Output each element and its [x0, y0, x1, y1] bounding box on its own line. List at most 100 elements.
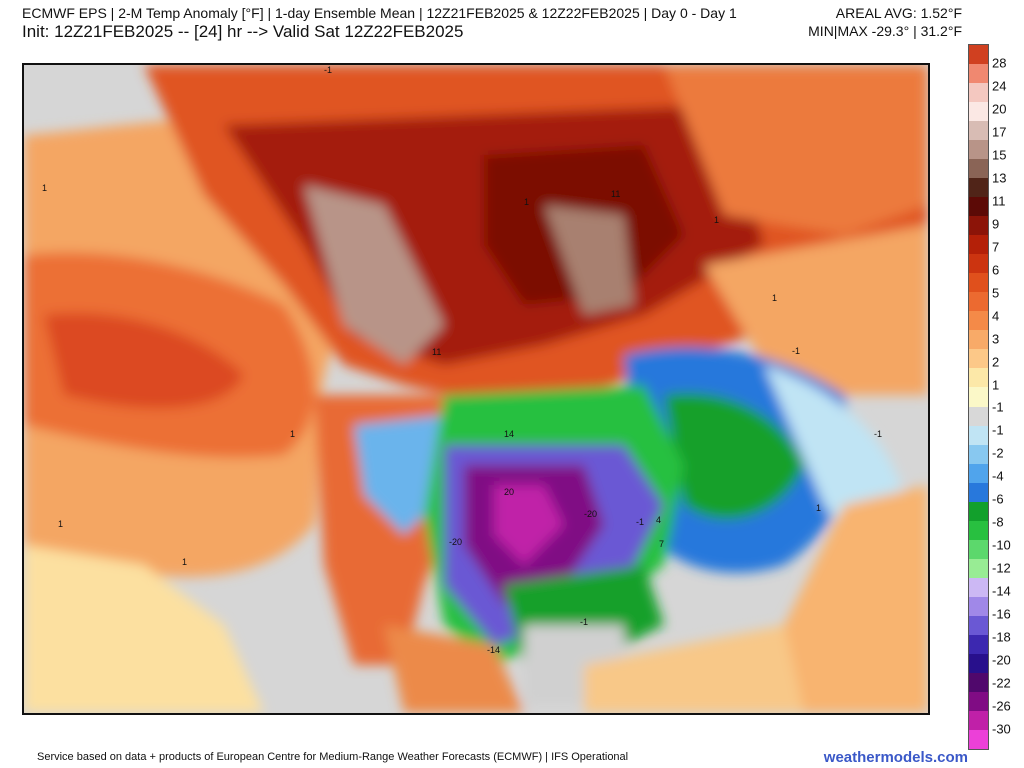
map-title-line-2: Init: 12Z21FEB2025 -- [24] hr --> Valid … [22, 22, 464, 41]
colorbar-swatch [969, 64, 988, 84]
colorbar-tick-label: -2 [992, 445, 1004, 461]
colorbar-tick-label: 20 [992, 101, 1007, 117]
colorbar-swatch [969, 653, 988, 674]
colorbar-swatch [969, 406, 988, 427]
colorbar-swatch [969, 501, 988, 522]
colorbar-swatch [969, 482, 988, 503]
colorbar-tick-label: -22 [992, 675, 1011, 691]
colorbar-swatch [969, 197, 988, 217]
contour-label: 11 [611, 189, 620, 199]
colorbar-swatch [969, 539, 988, 560]
colorbar-labels: 28 24 20 17 15 13 11 9 7 6 5 4 3 2 1 -1 -1 -2 -4 -6 -8 -10 -12… [992, 44, 1022, 750]
contour-label: -20 [449, 537, 462, 547]
colorbar-tick-label: -1 [992, 399, 1004, 415]
colorbar-tick-label: -8 [992, 514, 1004, 530]
contour-label: 11 [432, 347, 441, 357]
colorbar-swatch [969, 235, 988, 255]
contour-label: 20 [504, 487, 514, 497]
colorbar-tick-label: -30 [992, 721, 1011, 737]
colorbar-swatch [969, 463, 988, 484]
contour-label: -1 [874, 429, 882, 439]
contour-label: 1 [182, 557, 187, 567]
colorbar-tick-label: -20 [992, 652, 1011, 668]
colorbar-swatch [969, 672, 988, 693]
areal-average-readout: AREAL AVG: 1.52°F [835, 5, 962, 21]
colorbar-swatch [969, 596, 988, 617]
colorbar-tick-label: -10 [992, 537, 1011, 553]
colorbar-swatch [969, 216, 988, 236]
colorbar-swatch [969, 558, 988, 579]
map-canvas: 1 -1 -1 1 1 1 11 1 11 1 -1 1 14 -20 -20 … [24, 65, 928, 713]
colorbar-swatch [969, 520, 988, 541]
colorbar-tick-label: -16 [992, 606, 1011, 622]
colorbar-swatch [969, 691, 988, 712]
colorbar-tick-label: 24 [992, 78, 1007, 94]
colorbar-tick-label: 11 [992, 193, 1006, 209]
contour-label: 4 [656, 515, 661, 525]
colorbar-swatch [969, 729, 988, 750]
colorbar-swatch [969, 387, 988, 407]
colorbar-swatch [969, 577, 988, 598]
min-max-readout: MIN|MAX -29.3° | 31.2°F [808, 23, 962, 39]
colorbar-tick-label: 3 [992, 331, 1000, 347]
colorbar-swatch [969, 368, 988, 388]
colorbar-swatch [969, 273, 988, 293]
contour-label: 1 [58, 519, 63, 529]
colorbar-tick-label: -1 [992, 422, 1004, 438]
colorbar-swatch [969, 254, 988, 274]
contour-label: 1 [42, 183, 47, 193]
colorbar-tick-label: 15 [992, 147, 1007, 163]
contour-label: -1 [324, 65, 332, 75]
colorbar-tick-label: -4 [992, 468, 1004, 484]
colorbar-swatch [969, 102, 988, 122]
contour-label: -1 [580, 617, 588, 627]
colorbar-swatch [969, 83, 988, 103]
contour-label: -1 [792, 346, 800, 356]
colorbar-tick-label: -12 [992, 560, 1011, 576]
colorbar-tick-label: 4 [992, 308, 1000, 324]
colorbar-tick-label: 6 [992, 262, 1000, 278]
brand-link[interactable]: weathermodels.com [823, 749, 968, 766]
colorbar-swatch [969, 444, 988, 465]
colorbar-tick-label: 9 [992, 216, 1000, 232]
contour-label: 1 [714, 215, 719, 225]
contour-label: 1 [772, 293, 777, 303]
colorbar-swatch [969, 159, 988, 179]
colorbar-swatch [969, 45, 988, 65]
data-credit: Service based on data + products of Euro… [37, 751, 629, 763]
colorbar-tick-label: 2 [992, 354, 1000, 370]
temperature-colorbar [968, 44, 989, 750]
colorbar-swatch [969, 634, 988, 655]
colorbar-tick-label: -14 [992, 583, 1011, 599]
colorbar-tick-label: 1 [992, 377, 1000, 393]
colorbar-swatch [969, 425, 988, 446]
colorbar-swatch [969, 292, 988, 312]
colorbar-tick-label: 13 [992, 170, 1007, 186]
colorbar-swatch [969, 349, 988, 369]
contour-labels: 1 -1 -1 1 1 1 11 1 11 1 -1 1 14 -20 -20 … [42, 65, 882, 655]
contour-label: -14 [487, 645, 500, 655]
colorbar-swatch [969, 121, 988, 141]
colorbar-swatch [969, 311, 988, 331]
colorbar-tick-label: -6 [992, 491, 1004, 507]
colorbar-swatch [969, 615, 988, 636]
colorbar-tick-label: -26 [992, 698, 1011, 714]
colorbar-swatch [969, 140, 988, 160]
map-title-line-1: ECMWF EPS | 2-M Temp Anomaly [°F] | 1-da… [22, 5, 737, 21]
colorbar-tick-label: -18 [992, 629, 1011, 645]
contour-label: 1 [524, 197, 529, 207]
contour-label: 7 [659, 539, 664, 549]
contour-label: 14 [504, 429, 514, 439]
contour-label: -20 [584, 509, 597, 519]
colorbar-swatch [969, 710, 988, 731]
colorbar-swatch [969, 178, 988, 198]
colorbar-tick-label: 17 [992, 124, 1007, 140]
colorbar-swatch [969, 330, 988, 350]
colorbar-tick-label: 28 [992, 55, 1007, 71]
contour-label: 1 [290, 429, 295, 439]
colorbar-tick-label: 7 [992, 239, 1000, 255]
contour-label: 1 [816, 503, 821, 513]
colorbar-tick-label: 5 [992, 285, 1000, 301]
contour-label: -1 [636, 517, 644, 527]
temperature-anomaly-map: 1 -1 -1 1 1 1 11 1 11 1 -1 1 14 -20 -20 … [22, 63, 930, 715]
